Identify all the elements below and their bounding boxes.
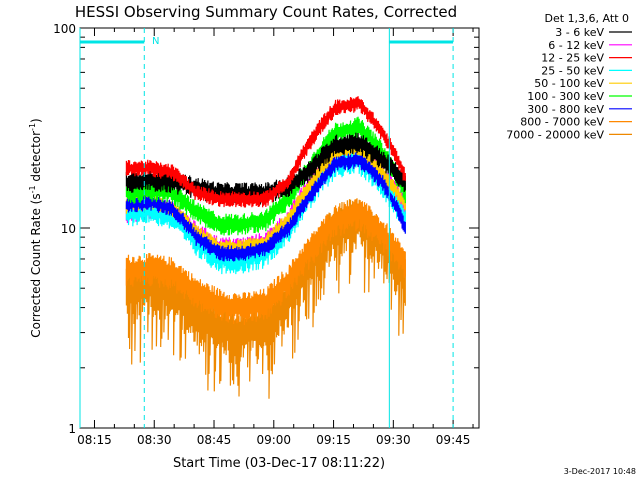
legend-label: 3 - 6 keV (555, 26, 604, 39)
chart-title: HESSI Observing Summary Count Rates, Cor… (75, 3, 457, 21)
legend-label: 6 - 12 keV (548, 39, 604, 52)
y-tick-label-10: 10 (61, 222, 76, 236)
x-ticks: 08:15 08:30 08:45 09:00 09:15 09:30 09:45 (77, 28, 474, 447)
legend-label: 300 - 800 keV (527, 103, 604, 116)
legend-label: 25 - 50 keV (541, 64, 604, 77)
legend-label: 12 - 25 keV (541, 52, 604, 65)
footer-date: 3-Dec-2017 10:48 (564, 467, 636, 476)
series-300-800kev (125, 152, 406, 262)
y-tick-label-100: 100 (53, 22, 76, 36)
legend-label: 800 - 7000 keV (520, 116, 604, 129)
x-tick-label: 08:15 (77, 433, 112, 447)
x-tick-label: 09:45 (436, 433, 471, 447)
series-layer (125, 96, 406, 399)
x-tick-label: 08:45 (197, 433, 232, 447)
x-tick-label: 09:30 (376, 433, 411, 447)
series-12-25kev (125, 96, 406, 208)
legend-label: 100 - 300 keV (527, 90, 604, 103)
annotation-layer (79, 28, 454, 428)
y-ticks (80, 36, 479, 429)
series-800-7000kev (125, 199, 406, 326)
legend-label: 50 - 100 keV (534, 77, 604, 90)
y-axis-label: Corrected Count Rate (s-1 detector-1) (28, 118, 43, 337)
x-tick-label: 09:00 (256, 433, 291, 447)
y-tick-label-1: 1 (68, 422, 76, 436)
x-tick-label: 08:30 (137, 433, 172, 447)
series-100-300kev (125, 116, 406, 236)
x-axis-label: Start Time (03-Dec-17 08:11:22) (173, 456, 385, 471)
x-tick-label: 09:15 (316, 433, 351, 447)
legend-label: 7000 - 20000 keV (506, 128, 604, 141)
legend-title: Det 1,3,6, Att 0 (545, 12, 629, 25)
night-flag: N (152, 36, 159, 47)
